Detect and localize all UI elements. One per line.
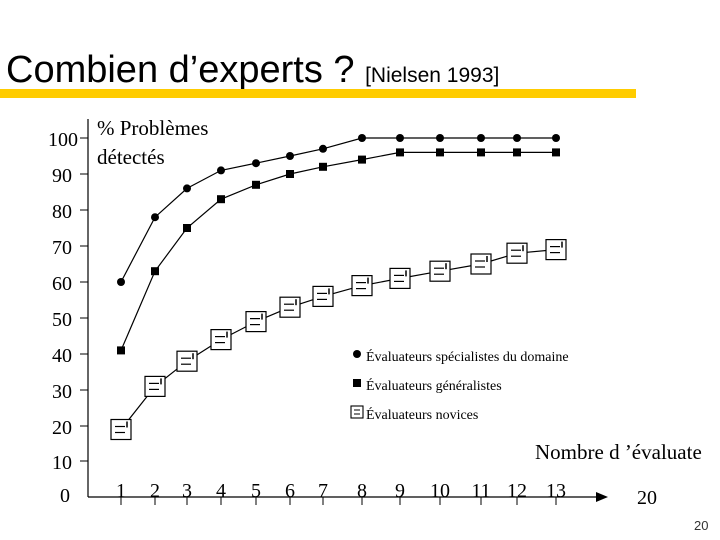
series-3-point-10 bbox=[429, 260, 451, 282]
series-3-point-7 bbox=[312, 285, 334, 307]
legend-label-3: Évaluateurs novices bbox=[366, 406, 478, 423]
series-2-point-7 bbox=[319, 162, 327, 171]
title-accent-rule bbox=[0, 89, 636, 98]
series-2-point-6 bbox=[286, 170, 294, 178]
series-2-point-2 bbox=[151, 267, 159, 276]
y-axis-label-line-2: détectés bbox=[97, 145, 165, 169]
series-1-point-2 bbox=[151, 213, 159, 222]
series-3-point-4 bbox=[210, 329, 232, 351]
series-2-point-11 bbox=[477, 148, 485, 157]
series-3-point-2 bbox=[144, 375, 166, 397]
x-tick-label-2: 2 bbox=[150, 480, 160, 502]
legend-marker-1 bbox=[353, 350, 361, 358]
slide-title-text: Combien d’experts ? bbox=[6, 49, 355, 91]
series-1-point-3 bbox=[183, 184, 191, 193]
series-2-point-4 bbox=[217, 195, 225, 204]
y-tick-label-0: 0 bbox=[60, 485, 70, 507]
series-3-point-5 bbox=[245, 311, 267, 333]
x-tick-label-7: 7 bbox=[318, 480, 328, 502]
legend-marker-3 bbox=[350, 405, 364, 419]
series-2-point-5 bbox=[252, 180, 260, 189]
series-1-point-9 bbox=[396, 134, 404, 142]
y-tick-label-10: 10 bbox=[52, 452, 72, 474]
series-3-point-9 bbox=[389, 267, 411, 289]
x-tick-label-13: 13 bbox=[546, 480, 566, 502]
y-tick-label-70: 70 bbox=[52, 237, 72, 259]
x-tick-label-10: 10 bbox=[430, 480, 450, 502]
x-tick-label-5: 5 bbox=[251, 480, 261, 502]
x-tick-label-12: 12 bbox=[507, 480, 527, 502]
x-tick-label-1: 1 bbox=[116, 480, 126, 502]
series-1-point-8 bbox=[358, 134, 366, 142]
y-tick-label-50: 50 bbox=[52, 309, 72, 331]
series-2-point-13 bbox=[552, 148, 560, 157]
legend-label-2: Évaluateurs généralistes bbox=[366, 377, 502, 394]
series-3-point-3 bbox=[176, 350, 198, 372]
series-1-point-13 bbox=[552, 134, 560, 142]
series-1-point-6 bbox=[286, 152, 294, 160]
series-2-point-9 bbox=[396, 148, 404, 157]
y-tick-label-80: 80 bbox=[52, 201, 72, 223]
y-tick-label-90: 90 bbox=[52, 165, 72, 187]
x-tick-label-4: 4 bbox=[216, 480, 226, 502]
series-2-point-3 bbox=[183, 224, 191, 232]
series-3-point-1 bbox=[110, 418, 132, 441]
series-1-point-1 bbox=[117, 278, 125, 286]
x-axis-arrowhead bbox=[596, 492, 608, 502]
series-3-point-8 bbox=[351, 275, 373, 297]
x-tick-label-8: 8 bbox=[357, 480, 367, 502]
legend: Évaluateurs spécialistes du domaine Évalu… bbox=[350, 348, 569, 423]
series-1-point-7 bbox=[319, 144, 327, 153]
series-1-point-4 bbox=[217, 166, 225, 175]
series-2-point-12 bbox=[513, 148, 521, 157]
y-tick-label-60: 60 bbox=[52, 273, 72, 295]
legend-marker-2 bbox=[353, 379, 361, 387]
series-2-point-8 bbox=[358, 155, 366, 164]
series-1-point-11 bbox=[477, 134, 485, 142]
x-tick-label-9: 9 bbox=[395, 480, 405, 502]
series-2-point-10 bbox=[436, 148, 444, 157]
y-tick-label-30: 30 bbox=[52, 381, 72, 403]
page-number: 20 bbox=[694, 518, 709, 533]
legend-label-1: Évaluateurs spécialistes du domaine bbox=[366, 348, 569, 365]
y-tick-label-100: 100 bbox=[48, 129, 78, 151]
series-1-point-12 bbox=[513, 134, 521, 142]
x-tick-label-11: 11 bbox=[471, 480, 490, 502]
series-2-point-1 bbox=[117, 346, 125, 355]
series-1-point-5 bbox=[252, 159, 260, 168]
y-axis-label-line-1: % Problèmes bbox=[97, 116, 208, 140]
x-tick-label-3: 3 bbox=[182, 480, 192, 502]
series-3-point-11 bbox=[470, 253, 492, 275]
y-tick-label-40: 40 bbox=[52, 345, 72, 367]
slide-citation: [Nielsen 1993] bbox=[365, 64, 500, 87]
y-tick-label-20: 20 bbox=[52, 417, 72, 439]
series-3-point-12 bbox=[506, 242, 528, 264]
series-2-line bbox=[120, 151, 556, 351]
series-3-line bbox=[120, 249, 557, 430]
series-1-point-10 bbox=[436, 134, 444, 142]
series-3-point-6 bbox=[279, 296, 301, 318]
x-axis-label: Nombre d ’évaluate bbox=[535, 440, 702, 464]
slide-title: Combien d’experts ? [Nielsen 1993] bbox=[6, 46, 499, 100]
x-tick-label-20: 20 bbox=[637, 487, 657, 509]
x-tick-label-6: 6 bbox=[285, 480, 295, 502]
series-layer bbox=[110, 134, 567, 441]
series-3-point-13 bbox=[545, 239, 567, 261]
